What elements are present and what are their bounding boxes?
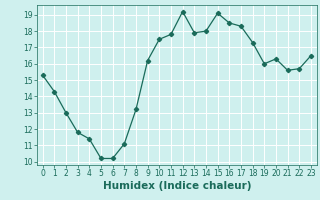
X-axis label: Humidex (Indice chaleur): Humidex (Indice chaleur) [102,181,251,191]
